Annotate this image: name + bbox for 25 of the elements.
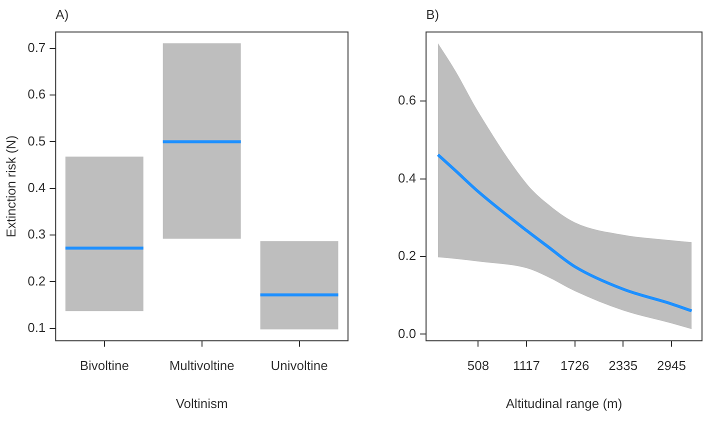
x-tick-label: 508: [467, 358, 490, 374]
line-series: [436, 153, 694, 312]
y-tick-label: 0.4: [28, 180, 46, 195]
chart-title: A): [56, 7, 69, 22]
chart-title: B): [426, 7, 440, 22]
y-tick-label: 0.2: [28, 273, 46, 288]
y-tick-label: 0.5: [28, 133, 46, 148]
y-tick-label: 0.3: [28, 226, 46, 242]
x-tick-label: Univoltine: [270, 358, 328, 374]
x-axis-title: Voltinism: [176, 396, 228, 411]
x-tick-label: Bivoltine: [80, 358, 129, 374]
y-tick-label: 0.6: [28, 86, 46, 102]
y-tick-label: 0.6: [398, 92, 416, 108]
y-tick-label: 0.1: [28, 320, 46, 336]
y-axis-title: Extinction risk (N): [3, 135, 18, 238]
y-tick-label: 0.4: [398, 170, 416, 186]
x-tick-label: 2945: [657, 358, 686, 374]
x-axis-title: Altitudinal range (m): [506, 396, 622, 411]
y-tick-label: 0.2: [398, 248, 416, 264]
y-tick-label: 0.0: [398, 326, 416, 341]
x-tick-label: 1117: [513, 358, 540, 374]
y-tick-label: 0.7: [28, 40, 46, 55]
x-tick-label: 2335: [608, 358, 638, 374]
x-tick-label: 1726: [560, 358, 590, 374]
x-tick-label: Multivoltine: [169, 358, 234, 374]
